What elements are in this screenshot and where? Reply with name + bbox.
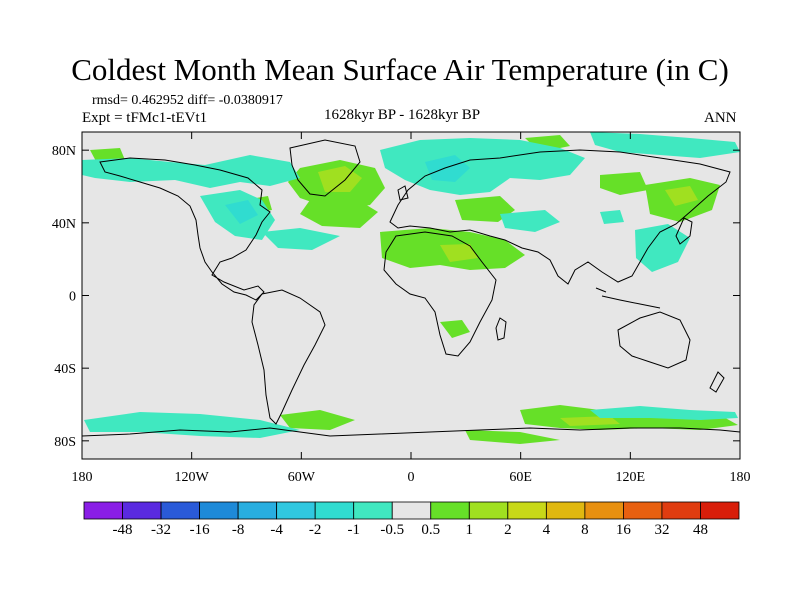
- x-tick-label: 60E: [509, 470, 532, 485]
- colorbar-swatch: [507, 501, 547, 520]
- coastline-south-america: [251, 289, 326, 425]
- coastline-new-zealand: [709, 371, 725, 393]
- coastline-uk: [397, 185, 409, 201]
- anomaly-patch-positive: [440, 320, 470, 338]
- anomaly-patch-negative: [500, 210, 560, 232]
- anomaly-patch-strong: [440, 244, 478, 262]
- coastline-antarctica: [82, 427, 740, 437]
- colorbar-swatch: [276, 501, 316, 520]
- colorbar-swatch: [314, 501, 355, 520]
- colorbar-swatch: [545, 501, 586, 520]
- x-tick-label: 180: [730, 470, 751, 485]
- anomaly-patch-positive: [465, 430, 560, 444]
- period-label: 1628kyr BP - 1628kyr BP: [324, 107, 481, 123]
- colorbar-swatch: [623, 501, 663, 520]
- anomaly-patch-negative-strong: [425, 155, 470, 182]
- y-tick-label: 80S: [54, 435, 76, 450]
- anomaly-patch-positive: [280, 410, 355, 430]
- colorbar-label: 0.5: [421, 522, 440, 538]
- anomaly-patch-positive: [455, 196, 515, 222]
- season-label: ANN: [704, 110, 737, 126]
- colorbar-swatch: [468, 501, 509, 520]
- y-tick-label: 40N: [52, 217, 76, 232]
- y-axis: 80N 40N 0 40S 80S: [52, 144, 740, 450]
- colorbar-swatch: [237, 501, 278, 520]
- colorbar-label: -16: [190, 522, 210, 538]
- stats-label: rmsd= 0.462952 diff= -0.0380917: [92, 93, 283, 108]
- anomaly-patch-negative: [590, 406, 738, 420]
- colorbar-label: 2: [504, 522, 512, 538]
- anomaly-patch-positive: [600, 172, 648, 195]
- colorbar-label: 32: [654, 522, 669, 538]
- anomaly-patch-positive: [300, 198, 378, 228]
- coastline-greenland: [289, 139, 361, 197]
- map-frame: [81, 131, 741, 460]
- colorbar-label: 48: [693, 522, 708, 538]
- coastline-eurasia: [389, 149, 731, 285]
- colorbar-swatch: [391, 501, 432, 520]
- colorbar: -48 -32 -16 -8 -4 -2 -1 -0.5 0.5 1 2 4 8 16 32 48: [83, 501, 740, 538]
- anomaly-patch-negative-strong: [225, 200, 258, 224]
- colorbar-label: -2: [309, 522, 322, 538]
- coastline-japan: [675, 217, 693, 245]
- colorbar-swatch: [700, 501, 740, 520]
- coastline-australia: [617, 311, 691, 369]
- y-tick-label: 40S: [54, 362, 76, 377]
- colorbar-label: -0.5: [380, 522, 404, 538]
- chart-title: Coldest Month Mean Surface Air Temperatu…: [71, 52, 729, 87]
- colorbar-label: -1: [347, 522, 360, 538]
- colorbar-label: 16: [616, 522, 632, 538]
- anomaly-patch-negative: [84, 412, 300, 438]
- anomaly-patch-negative: [590, 132, 740, 158]
- anomaly-patch-negative: [380, 138, 585, 195]
- y-tick-label: 80N: [52, 144, 76, 159]
- colorbar-label: -4: [270, 522, 283, 538]
- anomaly-patch-strong: [560, 416, 620, 426]
- colorbar-swatch: [661, 501, 701, 520]
- colorbar-swatch: [122, 501, 162, 520]
- anomaly-patch-negative: [262, 228, 340, 250]
- x-tick-label: 60W: [288, 470, 316, 485]
- colorbar-label: -8: [232, 522, 245, 538]
- colorbar-label: -32: [151, 522, 171, 538]
- colorbar-label: -48: [113, 522, 133, 538]
- x-tick-label: 120W: [175, 470, 210, 485]
- colorbar-swatch: [83, 501, 123, 520]
- y-tick-label: 0: [69, 290, 76, 305]
- anomaly-fields: [82, 132, 740, 444]
- colorbar-swatch: [199, 501, 239, 520]
- coastline-africa: [383, 231, 497, 357]
- anomaly-patch-negative: [82, 155, 300, 188]
- colorbar-swatch: [160, 501, 200, 520]
- x-tick-label: 180: [72, 470, 93, 485]
- x-tick-label: 120E: [616, 470, 646, 485]
- anomaly-patch-strong: [665, 186, 698, 206]
- anomaly-patch-negative: [600, 210, 624, 224]
- colorbar-label: 4: [543, 522, 551, 538]
- coastline-indonesia: [595, 287, 661, 309]
- coastline-north-america: [99, 157, 271, 301]
- colorbar-swatch: [353, 501, 393, 520]
- colorbar-swatch: [584, 501, 624, 520]
- coastlines: [82, 139, 740, 437]
- colorbar-label: 1: [466, 522, 474, 538]
- x-tick-label: 0: [408, 470, 415, 485]
- x-axis: 180 120W 60W 0 60E 120E 180: [72, 132, 751, 485]
- experiment-label: Expt = tFMc1-tEVt1: [82, 110, 208, 126]
- colorbar-label: 8: [581, 522, 589, 538]
- coastline-madagascar: [495, 317, 507, 341]
- colorbar-swatch: [430, 501, 470, 520]
